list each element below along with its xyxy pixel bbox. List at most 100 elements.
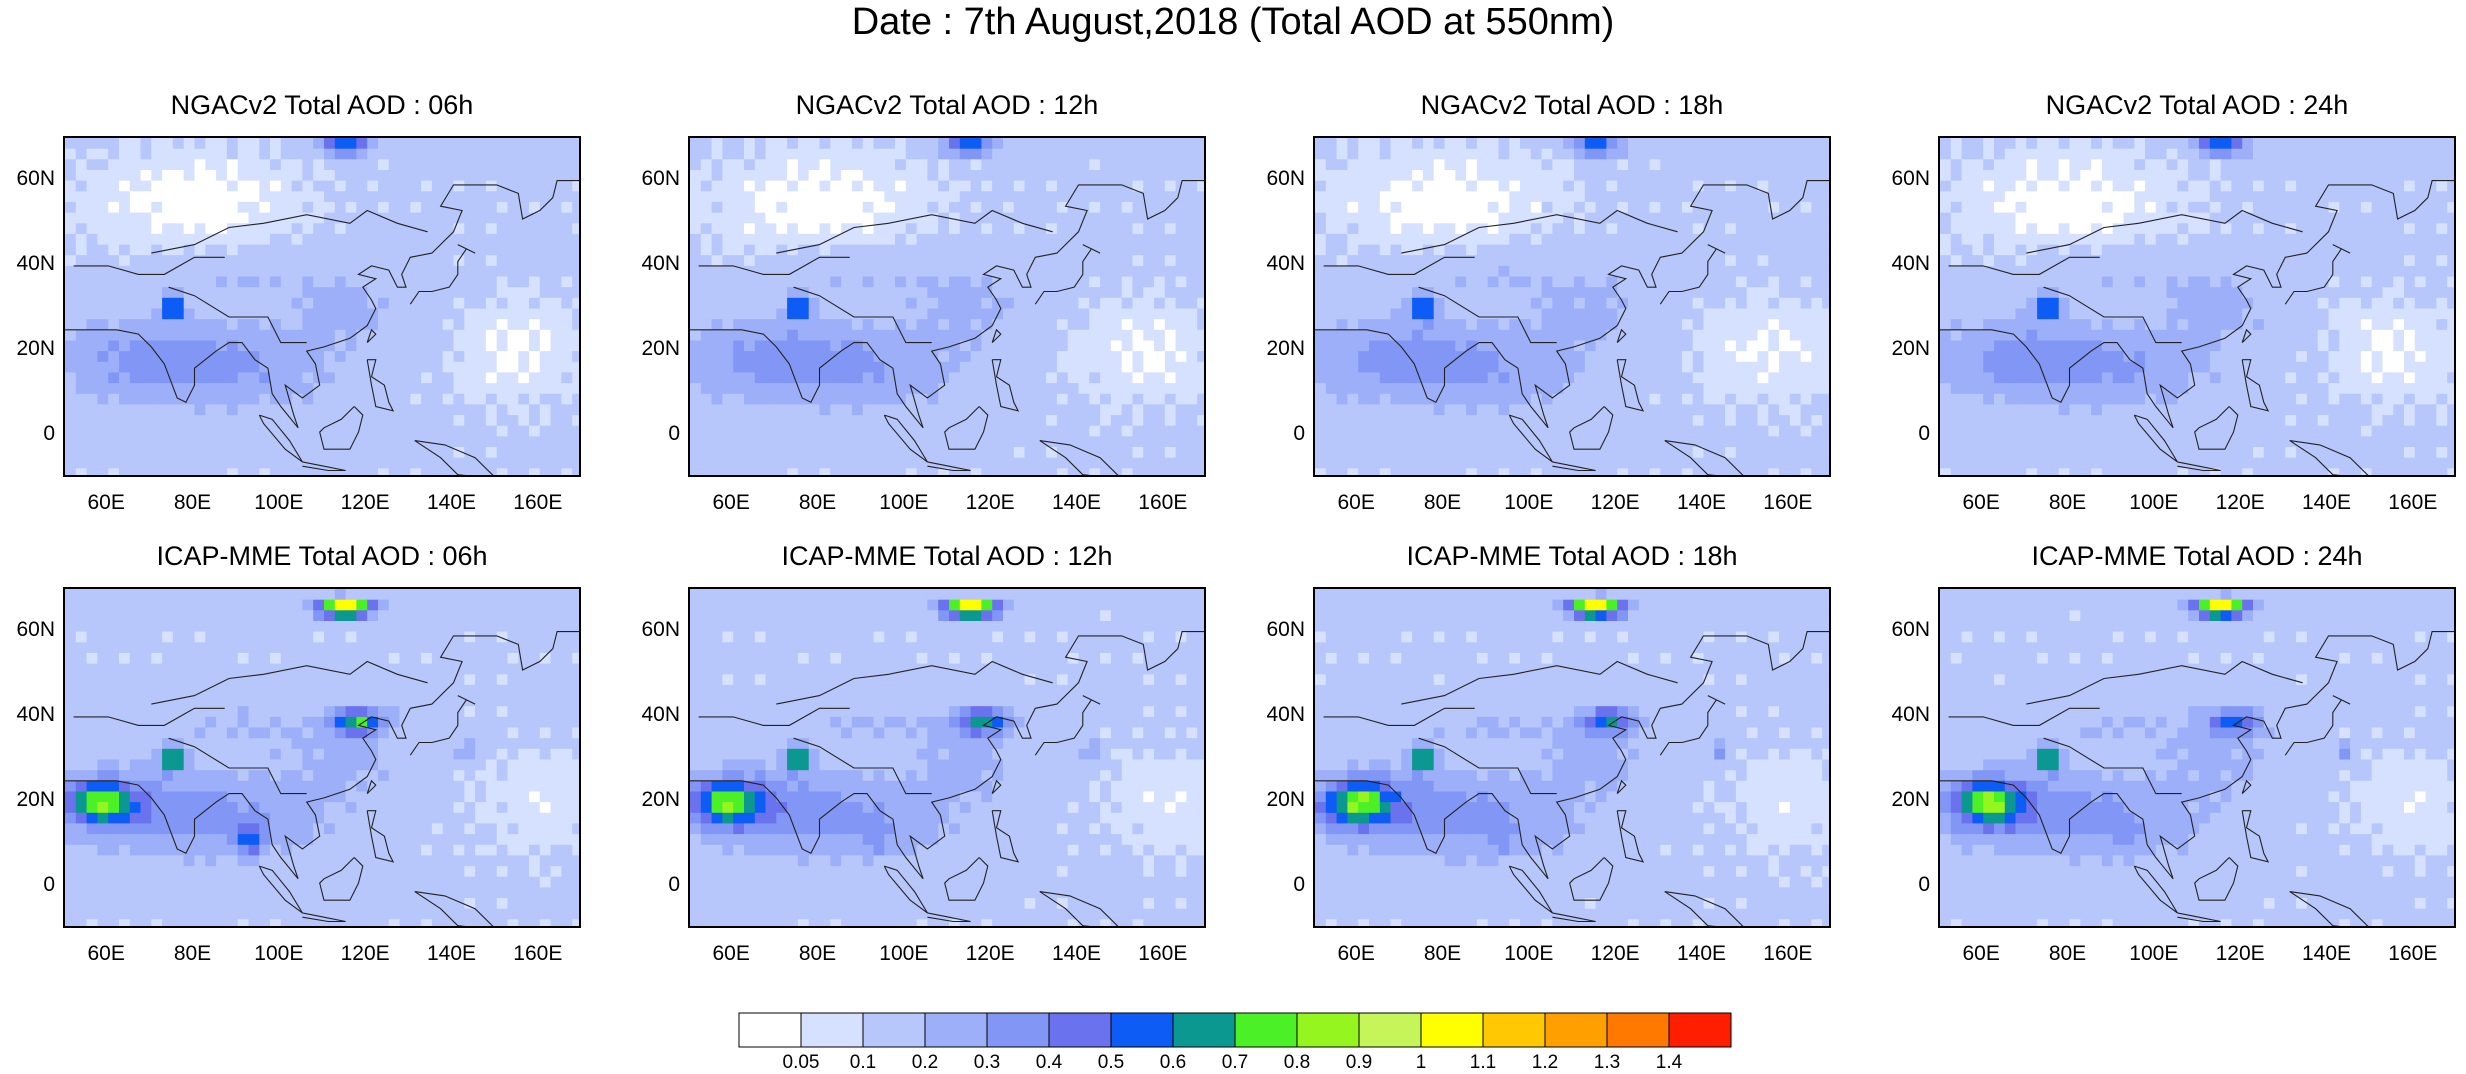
aod-cell <box>2210 191 2221 202</box>
aod-cell <box>432 181 443 192</box>
aod-cell <box>1811 383 1822 394</box>
aod-cell <box>1477 287 1488 298</box>
aod-cell <box>1122 436 1133 447</box>
aod-cell <box>1488 170 1499 181</box>
aod-cell <box>1606 245 1617 256</box>
aod-cell <box>216 181 227 192</box>
aod-cell <box>464 447 475 458</box>
aod-cell <box>486 341 497 352</box>
aod-cell <box>486 202 497 213</box>
aod-cell <box>830 159 841 170</box>
aod-cell <box>1693 426 1704 437</box>
aod-cell <box>1326 426 1337 437</box>
aod-cell <box>1779 277 1790 288</box>
aod-cell <box>1358 287 1369 298</box>
aod-cell <box>162 394 173 405</box>
aod-cell <box>1671 341 1682 352</box>
aod-cell <box>119 213 130 224</box>
aod-cell <box>572 372 581 383</box>
aod-cell <box>701 341 712 352</box>
aod-cell <box>1940 159 1951 170</box>
aod-cell <box>1133 138 1144 149</box>
aod-cell <box>820 458 831 469</box>
aod-cell <box>1025 319 1036 330</box>
aod-cell <box>1466 138 1477 149</box>
aod-cell <box>1089 404 1100 415</box>
aod-cell <box>1758 362 1769 373</box>
aod-cell <box>1165 234 1176 245</box>
aod-cell <box>1596 266 1607 277</box>
aod-cell <box>874 319 885 330</box>
aod-cell <box>949 404 960 415</box>
aod-cell <box>1165 341 1176 352</box>
aod-cell <box>1186 298 1197 309</box>
aod-cell <box>1176 351 1187 362</box>
aod-cell <box>464 426 475 437</box>
aod-cell <box>1488 191 1499 202</box>
aod-cell <box>960 309 971 320</box>
aod-cell <box>184 383 195 394</box>
aod-cell <box>841 351 852 362</box>
aod-cell <box>508 234 519 245</box>
aod-cell <box>927 436 938 447</box>
aod-cell <box>356 277 367 288</box>
aod-cell <box>1133 266 1144 277</box>
aod-cell <box>1660 341 1671 352</box>
aod-cell <box>787 415 798 426</box>
aod-cell <box>270 341 281 352</box>
aod-cell <box>205 404 216 415</box>
aod-cell <box>1671 149 1682 160</box>
aod-cell <box>949 394 960 405</box>
aod-cell <box>1391 383 1402 394</box>
aod-cell <box>755 191 766 202</box>
aod-cell <box>119 202 130 213</box>
aod-cell <box>540 341 551 352</box>
aod-cell <box>1736 351 1747 362</box>
aod-cell <box>1563 181 1574 192</box>
aod-cell <box>216 149 227 160</box>
aod-cell <box>1790 234 1801 245</box>
aod-cell <box>1122 319 1133 330</box>
aod-cell <box>2145 181 2156 192</box>
aod-cell <box>400 362 411 373</box>
aod-cell <box>874 404 885 415</box>
aod-cell <box>1704 298 1715 309</box>
aod-cell <box>529 181 540 192</box>
aod-cell <box>324 351 335 362</box>
aod-cell <box>324 436 335 447</box>
aod-cell <box>141 191 152 202</box>
aod-cell <box>572 213 581 224</box>
aod-cell <box>1736 234 1747 245</box>
aod-cell <box>1660 234 1671 245</box>
aod-cell <box>1176 287 1187 298</box>
aod-cell <box>1714 383 1725 394</box>
aod-cell <box>421 309 432 320</box>
aod-cell <box>486 309 497 320</box>
aod-cell <box>949 277 960 288</box>
aod-cell <box>744 149 755 160</box>
aod-cell <box>475 341 486 352</box>
aod-cell <box>162 191 173 202</box>
aod-cell <box>378 426 389 437</box>
aod-cell <box>841 170 852 181</box>
aod-cell <box>1542 255 1553 266</box>
aod-cell <box>195 415 206 426</box>
aod-cell <box>1089 415 1100 426</box>
aod-cell <box>259 287 270 298</box>
aod-cell <box>184 341 195 352</box>
aod-cell <box>1682 309 1693 320</box>
aod-cell <box>895 351 906 362</box>
aod-cell <box>561 245 572 256</box>
aod-cell <box>421 170 432 181</box>
aod-cell <box>421 287 432 298</box>
aod-cell <box>540 213 551 224</box>
aod-cell <box>690 394 701 405</box>
aod-cell <box>443 362 454 373</box>
aod-cell <box>1779 468 1790 477</box>
aod-cell <box>130 170 141 181</box>
aod-cell <box>690 234 701 245</box>
aod-cell <box>2372 149 2383 160</box>
aod-cell <box>389 149 400 160</box>
aod-cell <box>722 319 733 330</box>
aod-cell <box>712 245 723 256</box>
